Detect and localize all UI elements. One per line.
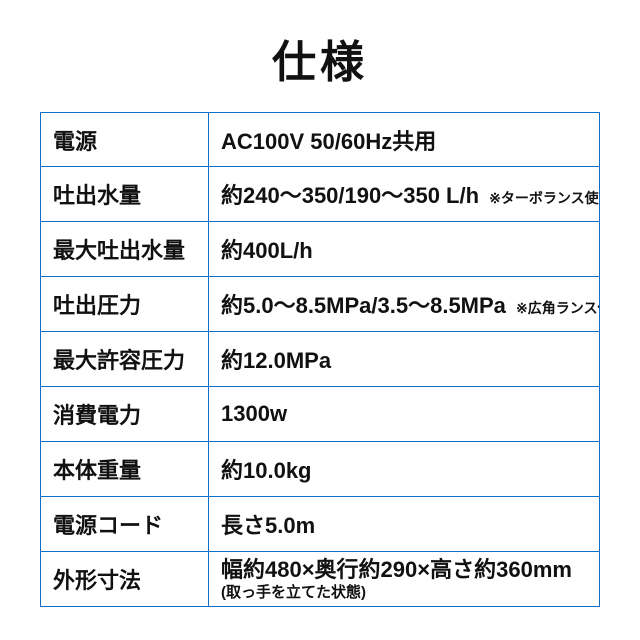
spec-label: 電源 — [40, 112, 208, 167]
spec-label: 外形寸法 — [40, 552, 208, 607]
table-row: 電源 AC100V 50/60Hz共用 — [40, 112, 600, 167]
spec-label: 電源コード — [40, 497, 208, 552]
spec-value-text: 幅約480×奥行約290×高さ約360mm — [221, 557, 589, 582]
spec-label: 吐出圧力 — [40, 277, 208, 332]
spec-sheet: 仕様 電源 AC100V 50/60Hz共用 吐出水量 約240〜350/190… — [0, 0, 640, 631]
spec-label: 最大許容圧力 — [40, 332, 208, 387]
table-row: 吐出水量 約240〜350/190〜350 L/h ※ターボランス使用時 — [40, 167, 600, 222]
spec-value: 約240〜350/190〜350 L/h ※ターボランス使用時 — [208, 167, 600, 222]
table-row: 消費電力 1300w — [40, 387, 600, 442]
spec-label: 消費電力 — [40, 387, 208, 442]
table-row: 外形寸法 幅約480×奥行約290×高さ約360mm (取っ手を立てた状態) — [40, 552, 600, 607]
spec-value-text: 約240〜350/190〜350 L/h — [221, 183, 479, 208]
spec-value-text: 約5.0〜8.5MPa/3.5〜8.5MPa — [221, 293, 506, 318]
spec-label: 吐出水量 — [40, 167, 208, 222]
table-row: 最大吐出水量 約400L/h — [40, 222, 600, 277]
spec-note: ※広角ランス使用時 — [516, 300, 600, 316]
spec-value: 幅約480×奥行約290×高さ約360mm (取っ手を立てた状態) — [208, 552, 600, 607]
spec-value: 約400L/h — [208, 222, 600, 277]
table-row: 最大許容圧力 約12.0MPa — [40, 332, 600, 387]
table-row: 電源コード 長さ5.0m — [40, 497, 600, 552]
spec-value: 約12.0MPa — [208, 332, 600, 387]
spec-subnote: (取っ手を立てた状態) — [221, 584, 589, 601]
spec-table: 電源 AC100V 50/60Hz共用 吐出水量 約240〜350/190〜35… — [40, 112, 600, 607]
spec-note: ※ターボランス使用時 — [489, 190, 600, 206]
table-row: 本体重量 約10.0kg — [40, 442, 600, 497]
spec-label: 最大吐出水量 — [40, 222, 208, 277]
table-row: 吐出圧力 約5.0〜8.5MPa/3.5〜8.5MPa ※広角ランス使用時 — [40, 277, 600, 332]
spec-value: 約10.0kg — [208, 442, 600, 497]
spec-value: 1300w — [208, 387, 600, 442]
spec-label: 本体重量 — [40, 442, 208, 497]
spec-value: AC100V 50/60Hz共用 — [208, 112, 600, 167]
spec-title: 仕様 — [40, 26, 600, 90]
spec-value: 約5.0〜8.5MPa/3.5〜8.5MPa ※広角ランス使用時 — [208, 277, 600, 332]
spec-value: 長さ5.0m — [208, 497, 600, 552]
